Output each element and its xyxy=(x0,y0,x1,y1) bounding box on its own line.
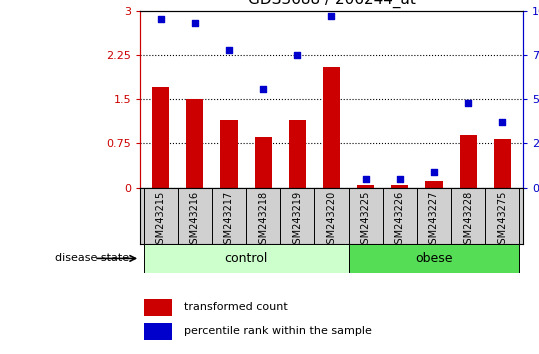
Point xyxy=(430,169,438,175)
Text: GSM243225: GSM243225 xyxy=(361,190,371,250)
Point xyxy=(498,119,507,125)
Text: GSM243218: GSM243218 xyxy=(258,190,268,250)
Bar xyxy=(220,120,238,188)
Bar xyxy=(144,323,172,339)
Point xyxy=(293,52,302,58)
Text: GSM243275: GSM243275 xyxy=(497,190,507,250)
Point xyxy=(396,176,404,182)
Text: GSM243227: GSM243227 xyxy=(429,190,439,250)
Bar xyxy=(289,120,306,188)
Text: GSM243216: GSM243216 xyxy=(190,190,200,250)
Point xyxy=(464,100,473,105)
Text: GSM243219: GSM243219 xyxy=(292,190,302,250)
Bar xyxy=(143,244,349,273)
Text: GSM243226: GSM243226 xyxy=(395,190,405,250)
Bar xyxy=(323,67,340,188)
Text: GSM243228: GSM243228 xyxy=(463,190,473,250)
Bar xyxy=(349,244,520,273)
Point xyxy=(361,176,370,182)
Bar xyxy=(186,99,203,188)
Bar xyxy=(254,137,272,188)
Text: percentile rank within the sample: percentile rank within the sample xyxy=(184,326,371,336)
Point xyxy=(156,17,165,22)
Text: GSM243217: GSM243217 xyxy=(224,190,234,250)
Bar xyxy=(357,185,374,188)
Point xyxy=(259,86,267,91)
Bar xyxy=(152,87,169,188)
Text: disease state: disease state xyxy=(55,253,129,263)
Text: GSM243220: GSM243220 xyxy=(327,190,336,250)
Bar xyxy=(144,299,172,315)
Text: GSM243215: GSM243215 xyxy=(156,190,165,250)
Point xyxy=(190,20,199,26)
Text: obese: obese xyxy=(415,252,453,265)
Bar xyxy=(494,139,511,188)
Point xyxy=(327,13,336,19)
Bar xyxy=(460,135,476,188)
Title: GDS3688 / 206244_at: GDS3688 / 206244_at xyxy=(247,0,416,8)
Point xyxy=(225,47,233,52)
Text: transformed count: transformed count xyxy=(184,302,287,312)
Bar xyxy=(425,181,443,188)
Text: control: control xyxy=(224,252,268,265)
Bar xyxy=(391,185,409,188)
